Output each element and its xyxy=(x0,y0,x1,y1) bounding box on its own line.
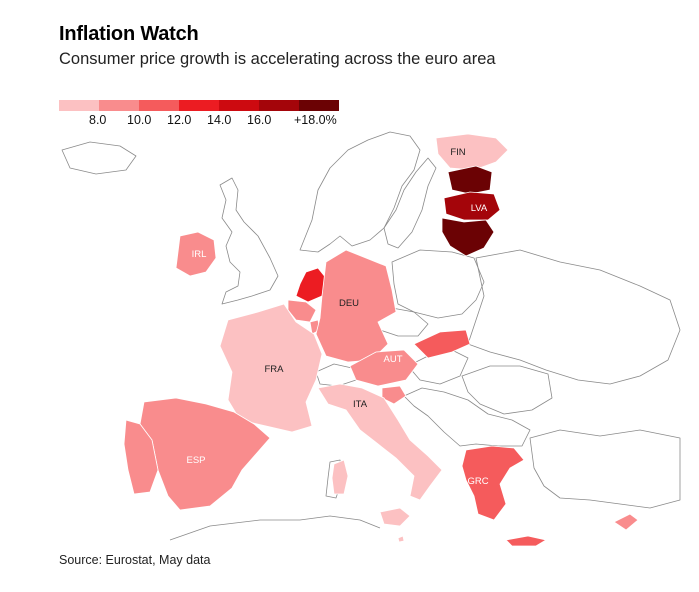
legend-label: 12.0 xyxy=(167,113,192,127)
label-DEU: DEU xyxy=(339,298,359,309)
country-DEU[interactable] xyxy=(315,249,397,363)
country-GRC[interactable] xyxy=(461,445,525,521)
legend-swatch xyxy=(139,100,179,111)
country-MLT[interactable] xyxy=(397,535,405,543)
country-ITA-sardinia[interactable] xyxy=(331,459,349,495)
legend-label: 8.0 xyxy=(89,113,107,127)
country-GRC-crete[interactable] xyxy=(505,535,548,547)
legend-label: 10.0 xyxy=(127,113,152,127)
label-FIN: FIN xyxy=(450,147,465,158)
sweden-outline xyxy=(383,157,437,249)
country-LVA[interactable] xyxy=(443,191,501,221)
switzerland-outline xyxy=(315,363,357,387)
legend-swatch xyxy=(99,100,139,111)
country-LTU[interactable] xyxy=(441,217,495,257)
label-GRC: GRC xyxy=(467,476,488,487)
label-AUT: AUT xyxy=(384,354,403,365)
legend-label: +18.0% xyxy=(294,113,337,127)
country-NLD[interactable] xyxy=(295,267,327,303)
label-IRL: IRL xyxy=(192,249,207,260)
country-ITA-sicily[interactable] xyxy=(379,507,411,527)
country-SVN[interactable] xyxy=(381,385,407,405)
country-FRA[interactable] xyxy=(219,303,323,433)
legend-swatch xyxy=(299,100,339,111)
balkans-outline xyxy=(403,387,531,447)
color-legend: 8.0 10.0 12.0 14.0 16.0 +18.0% xyxy=(59,100,341,130)
label-FRA: FRA xyxy=(265,364,285,375)
country-ITA[interactable] xyxy=(317,383,443,501)
source-note: Source: Eurostat, May data xyxy=(59,553,211,567)
legend-swatch xyxy=(259,100,299,111)
legend-swatch xyxy=(59,100,99,111)
iceland-outline xyxy=(61,141,137,175)
label-LVA: LVA xyxy=(471,203,488,214)
turkey-outline xyxy=(529,429,681,509)
romania-outline xyxy=(461,365,553,415)
label-ESP: ESP xyxy=(186,455,205,466)
scandinavia-outline xyxy=(299,131,421,253)
country-AUT[interactable] xyxy=(349,349,419,387)
country-CYP[interactable] xyxy=(613,513,639,531)
label-ITA: ITA xyxy=(353,399,368,410)
country-PRT[interactable] xyxy=(123,419,159,495)
uk-outline xyxy=(219,177,279,305)
country-EST[interactable] xyxy=(447,165,493,195)
country-SVK[interactable] xyxy=(413,329,471,359)
country-FIN[interactable] xyxy=(435,133,509,171)
legend-label: 14.0 xyxy=(207,113,232,127)
corsica-sardinia-outline xyxy=(325,459,343,499)
belarus-ukraine-outline xyxy=(467,249,681,385)
legend-label: 16.0 xyxy=(247,113,272,127)
country-IRL[interactable] xyxy=(175,231,217,277)
legend-swatch xyxy=(219,100,259,111)
chart-title: Inflation Watch xyxy=(59,23,199,45)
africa-coast-outline xyxy=(169,515,381,541)
poland-outline xyxy=(391,249,485,319)
legend-swatch xyxy=(179,100,219,111)
chart-subtitle: Consumer price growth is accelerating ac… xyxy=(59,50,496,68)
